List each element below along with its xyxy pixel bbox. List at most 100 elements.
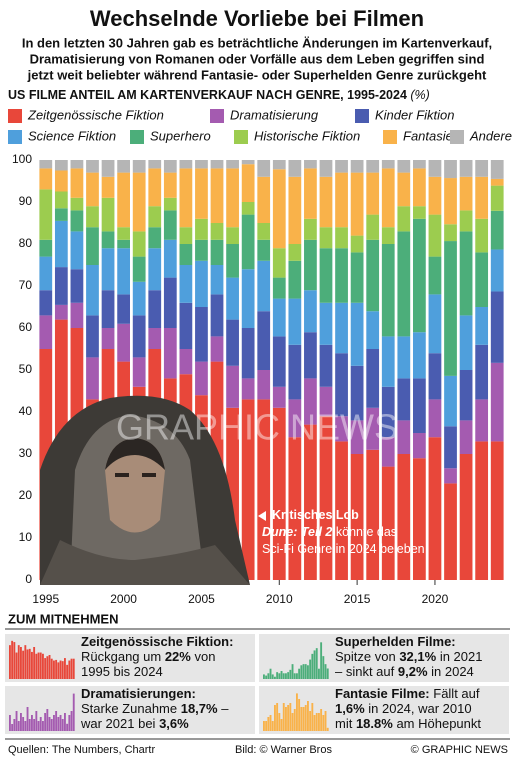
bar-segment bbox=[319, 344, 333, 387]
mini-bar bbox=[9, 715, 11, 731]
bar-segment bbox=[428, 399, 442, 438]
bar-segment bbox=[163, 210, 177, 240]
bar-segment bbox=[241, 164, 255, 202]
bar-segment bbox=[39, 189, 53, 240]
bar-segment bbox=[413, 332, 426, 379]
bar-segment bbox=[54, 208, 68, 221]
x-tick-label: 2015 bbox=[344, 592, 371, 606]
bar-segment bbox=[241, 328, 255, 379]
bar-segment bbox=[366, 407, 380, 450]
mini-bar bbox=[35, 653, 38, 679]
bar-segment bbox=[490, 249, 504, 292]
bar-segment bbox=[350, 235, 364, 253]
mini-bar bbox=[304, 664, 307, 679]
bar-segment bbox=[444, 241, 457, 376]
bar-segment bbox=[226, 244, 239, 278]
bar-segment bbox=[475, 307, 489, 345]
bar-segment bbox=[413, 218, 426, 333]
annotation-line-part: Kritisches Lob bbox=[272, 508, 359, 522]
bar-segment bbox=[397, 454, 411, 580]
mini-bar bbox=[304, 705, 307, 731]
bar-segment bbox=[195, 168, 208, 219]
bar-segment bbox=[241, 378, 255, 400]
bar-segment bbox=[475, 160, 489, 177]
bar-segment bbox=[195, 307, 208, 362]
bar-segment bbox=[257, 399, 271, 580]
bar-segment bbox=[117, 248, 130, 295]
legend-swatch bbox=[130, 130, 144, 144]
mini-bar bbox=[322, 656, 325, 679]
bar-segment bbox=[101, 160, 115, 177]
y-tick-label: 50 bbox=[19, 362, 33, 376]
takeaway-line-part: – sinkt auf bbox=[335, 664, 398, 679]
bar-segment bbox=[272, 298, 286, 337]
bar-segment bbox=[350, 365, 364, 421]
bar-segment bbox=[475, 218, 489, 253]
mini-bar bbox=[57, 717, 60, 731]
legend-label: Science Fiktion bbox=[28, 128, 116, 143]
bar-segment bbox=[132, 231, 146, 257]
bar-segment bbox=[132, 172, 146, 232]
bar-segment bbox=[226, 319, 239, 366]
bar-segment bbox=[444, 483, 457, 580]
bar-segment bbox=[428, 437, 442, 580]
mini-bar bbox=[307, 701, 309, 731]
mini-bar bbox=[324, 664, 327, 679]
bar-segment bbox=[475, 176, 489, 219]
annotation-line-part: Dune: Teil 2 bbox=[262, 525, 332, 539]
bar-segment bbox=[335, 353, 348, 417]
y-tick-label: 80 bbox=[19, 236, 33, 250]
takeaway-line-part: Starke Zunahme bbox=[81, 701, 181, 716]
mini-bar bbox=[33, 647, 36, 679]
mini-bar bbox=[320, 642, 323, 679]
bar-segment bbox=[39, 290, 53, 316]
mini-bar bbox=[26, 707, 29, 731]
bar-segment bbox=[39, 315, 53, 349]
bar-segment bbox=[490, 185, 504, 211]
mini-bar bbox=[280, 719, 283, 731]
takeaway-line-part: 9,2% bbox=[398, 664, 428, 679]
mini-bar bbox=[28, 648, 31, 679]
takeaway-line: 1,6% in 2024, war 2010 bbox=[335, 701, 472, 716]
mini-bar bbox=[278, 713, 281, 731]
takeaway-line-part: Zeitgenössische Fiktion: bbox=[81, 634, 233, 649]
bar-segment bbox=[459, 315, 473, 370]
mini-bar bbox=[26, 649, 29, 679]
mini-bar bbox=[267, 717, 270, 731]
mini-bar bbox=[285, 707, 287, 731]
takeaway-line: Superhelden Filme: bbox=[335, 634, 456, 649]
bar-segment bbox=[335, 172, 348, 228]
y-tick-label: 70 bbox=[19, 278, 33, 292]
bar-segment bbox=[148, 328, 162, 349]
takeaway-line-part: 3,6% bbox=[159, 716, 189, 731]
bar-segment bbox=[381, 227, 395, 244]
mini-bar bbox=[313, 715, 316, 731]
bar-segment bbox=[39, 256, 53, 291]
bar-segment bbox=[459, 160, 473, 177]
mini-bar bbox=[285, 673, 287, 679]
bar-segment bbox=[428, 294, 442, 354]
bar-segment bbox=[54, 220, 68, 268]
mini-bar bbox=[72, 693, 75, 731]
bar-segment bbox=[428, 176, 442, 215]
takeaway-line: Rückgang um 22% von bbox=[81, 649, 215, 664]
bar-segment bbox=[350, 302, 364, 366]
bar-segment bbox=[381, 168, 395, 228]
mini-bar bbox=[263, 674, 265, 679]
legend-label: Dramatisierung bbox=[230, 107, 319, 122]
bar-segment bbox=[54, 170, 68, 192]
mini-bar bbox=[318, 713, 320, 731]
mini-bar bbox=[280, 671, 283, 679]
bar-segment bbox=[319, 176, 333, 228]
bar-segment bbox=[210, 223, 224, 240]
section-heading: ZUM MITNEHMEN bbox=[8, 611, 119, 626]
legend-swatch bbox=[8, 130, 22, 144]
bar-segment bbox=[257, 311, 271, 370]
mini-bar bbox=[311, 703, 314, 731]
bar-segment bbox=[288, 176, 302, 244]
mini-bar bbox=[39, 652, 42, 679]
bar-segment bbox=[381, 336, 395, 387]
mini-bar bbox=[13, 719, 16, 731]
mini-bar bbox=[37, 652, 40, 679]
bar-segment bbox=[226, 365, 239, 408]
